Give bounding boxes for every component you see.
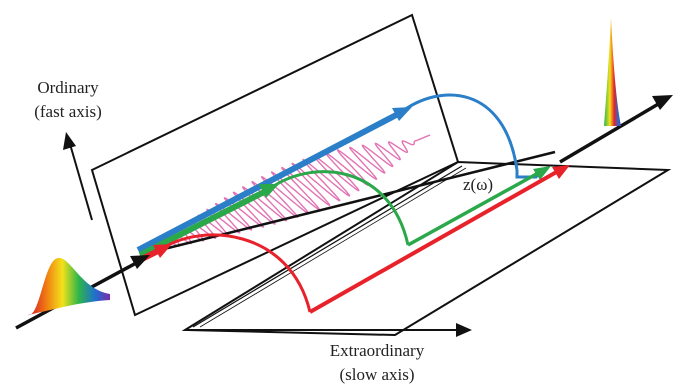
input-spectrum-pulse xyxy=(28,257,110,316)
extraordinary-label: Extraordinary xyxy=(330,341,425,360)
blue-arc xyxy=(399,93,519,171)
ordinary-axis-arrow xyxy=(69,143,93,221)
green-path xyxy=(407,170,541,247)
plane-inner-edge xyxy=(192,165,463,328)
output-spectrum-pulse xyxy=(604,18,621,126)
ordinary-plane xyxy=(90,13,460,317)
green-arc xyxy=(267,170,410,246)
red-arc xyxy=(159,233,312,313)
ordinary-sub-label: (fast axis) xyxy=(34,102,102,121)
ordinary-label: Ordinary xyxy=(37,78,99,97)
propagation-axis xyxy=(139,150,556,257)
green-path-head xyxy=(533,166,551,180)
extraordinary-axis-arrowhead xyxy=(456,323,472,337)
red-arrowhead xyxy=(153,244,172,258)
red-path xyxy=(309,168,561,314)
ordinary-axis-arrowhead xyxy=(63,132,76,150)
plane-inner-edge-2 xyxy=(199,167,467,328)
output-beam xyxy=(559,101,661,164)
input-beam-head xyxy=(130,255,150,269)
extraordinary-plane xyxy=(181,160,672,337)
red-path-head xyxy=(552,165,570,179)
z-axis-label: z(ω) xyxy=(463,175,493,194)
blue-arrowhead xyxy=(392,107,412,121)
output-beam-head xyxy=(652,95,673,110)
green-arrow xyxy=(138,187,270,258)
extraordinary-sub-label: (slow axis) xyxy=(339,365,414,384)
blue-arrow xyxy=(136,110,402,253)
